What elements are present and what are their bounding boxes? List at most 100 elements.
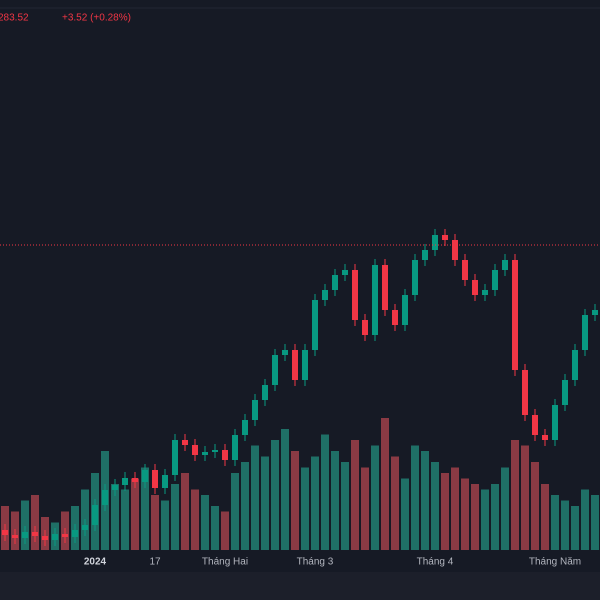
candle-body (552, 405, 558, 440)
candle-body (72, 530, 78, 537)
candle-body (392, 310, 398, 325)
candle-body (302, 350, 308, 380)
volume-bar (251, 445, 259, 550)
candle-body (232, 435, 238, 460)
candle-body (352, 270, 358, 320)
plot-bg (0, 0, 600, 550)
volume-bar (361, 467, 369, 550)
volume-bar (141, 467, 149, 550)
candle-body (142, 470, 148, 482)
candle-body (52, 534, 58, 540)
candle-body (242, 420, 248, 435)
candle-body (482, 290, 488, 295)
volume-bar (351, 440, 359, 550)
volume-bar (211, 506, 219, 550)
candle-body (472, 280, 478, 295)
candle-body (112, 485, 118, 490)
candle-body (262, 385, 268, 400)
volume-bar (181, 473, 189, 550)
candle-body (122, 478, 128, 485)
footer-bg (0, 572, 600, 600)
volume-bar (501, 467, 509, 550)
header-change: +3.52 (+0.28%) (62, 13, 131, 24)
volume-bar (421, 451, 429, 550)
volume-bar (291, 451, 299, 550)
x-tick-label: Tháng Hai (202, 557, 248, 568)
candle-body (212, 450, 218, 452)
volume-bar (521, 445, 529, 550)
candle-body (342, 270, 348, 275)
x-tick-label: 2024 (84, 557, 107, 568)
volume-bar (551, 495, 559, 550)
volume-bar (151, 495, 159, 550)
candle-body (562, 380, 568, 405)
candle-body (42, 536, 48, 540)
candle-body (102, 490, 108, 505)
volume-bar (411, 445, 419, 550)
candle-body (382, 265, 388, 310)
candle-body (532, 415, 538, 435)
volume-bar (171, 484, 179, 550)
x-tick-label: 17 (149, 557, 161, 568)
volume-bar (591, 495, 599, 550)
candle-body (572, 350, 578, 380)
volume-bar (121, 489, 129, 550)
volume-bar (341, 462, 349, 550)
candle-body (322, 290, 328, 300)
candle-body (312, 300, 318, 350)
candle-body (372, 265, 378, 335)
volume-bar (161, 500, 169, 550)
candle-body (252, 400, 258, 420)
volume-bar (221, 511, 229, 550)
candle-body (522, 370, 528, 415)
x-tick-label: Tháng 4 (417, 557, 454, 568)
candle-body (502, 260, 508, 270)
volume-bar (281, 429, 289, 550)
candle-body (132, 478, 138, 482)
volume-bar (371, 445, 379, 550)
candle-body (402, 295, 408, 325)
x-tick-label: Tháng 3 (297, 557, 334, 568)
candle-body (32, 532, 38, 536)
candle-body (92, 505, 98, 525)
candle-body (592, 310, 598, 315)
volume-bar (561, 500, 569, 550)
volume-bar (431, 462, 439, 550)
volume-bar (111, 484, 119, 550)
candle-body (422, 250, 428, 260)
volume-bar (571, 506, 579, 550)
volume-bar (191, 489, 199, 550)
candle-body (362, 320, 368, 335)
volume-bar (241, 462, 249, 550)
volume-bar (231, 473, 239, 550)
volume-bar (381, 418, 389, 550)
volume-bar (201, 495, 209, 550)
x-tick-label: Tháng Năm (529, 557, 581, 568)
volume-bar (581, 489, 589, 550)
volume-bar (461, 478, 469, 550)
volume-bar (301, 467, 309, 550)
candle-body (182, 440, 188, 445)
candle-body (332, 275, 338, 290)
candle-body (542, 435, 548, 440)
candle-body (192, 445, 198, 455)
volume-bar (391, 456, 399, 550)
header-price: 283.52 (0, 13, 29, 24)
volume-bar (441, 473, 449, 550)
candle-body (2, 530, 8, 535)
volume-bar (131, 478, 139, 550)
candle-body (432, 235, 438, 250)
volume-bar (481, 489, 489, 550)
volume-bar (261, 456, 269, 550)
volume-bar (451, 467, 459, 550)
candle-body (272, 355, 278, 385)
candle-body (162, 475, 168, 488)
volume-bar (471, 484, 479, 550)
candle-body (292, 350, 298, 380)
candle-body (452, 240, 458, 260)
candle-body (582, 315, 588, 350)
volume-bar (311, 456, 319, 550)
volume-bar (401, 478, 409, 550)
time-axis-bg (0, 550, 600, 572)
